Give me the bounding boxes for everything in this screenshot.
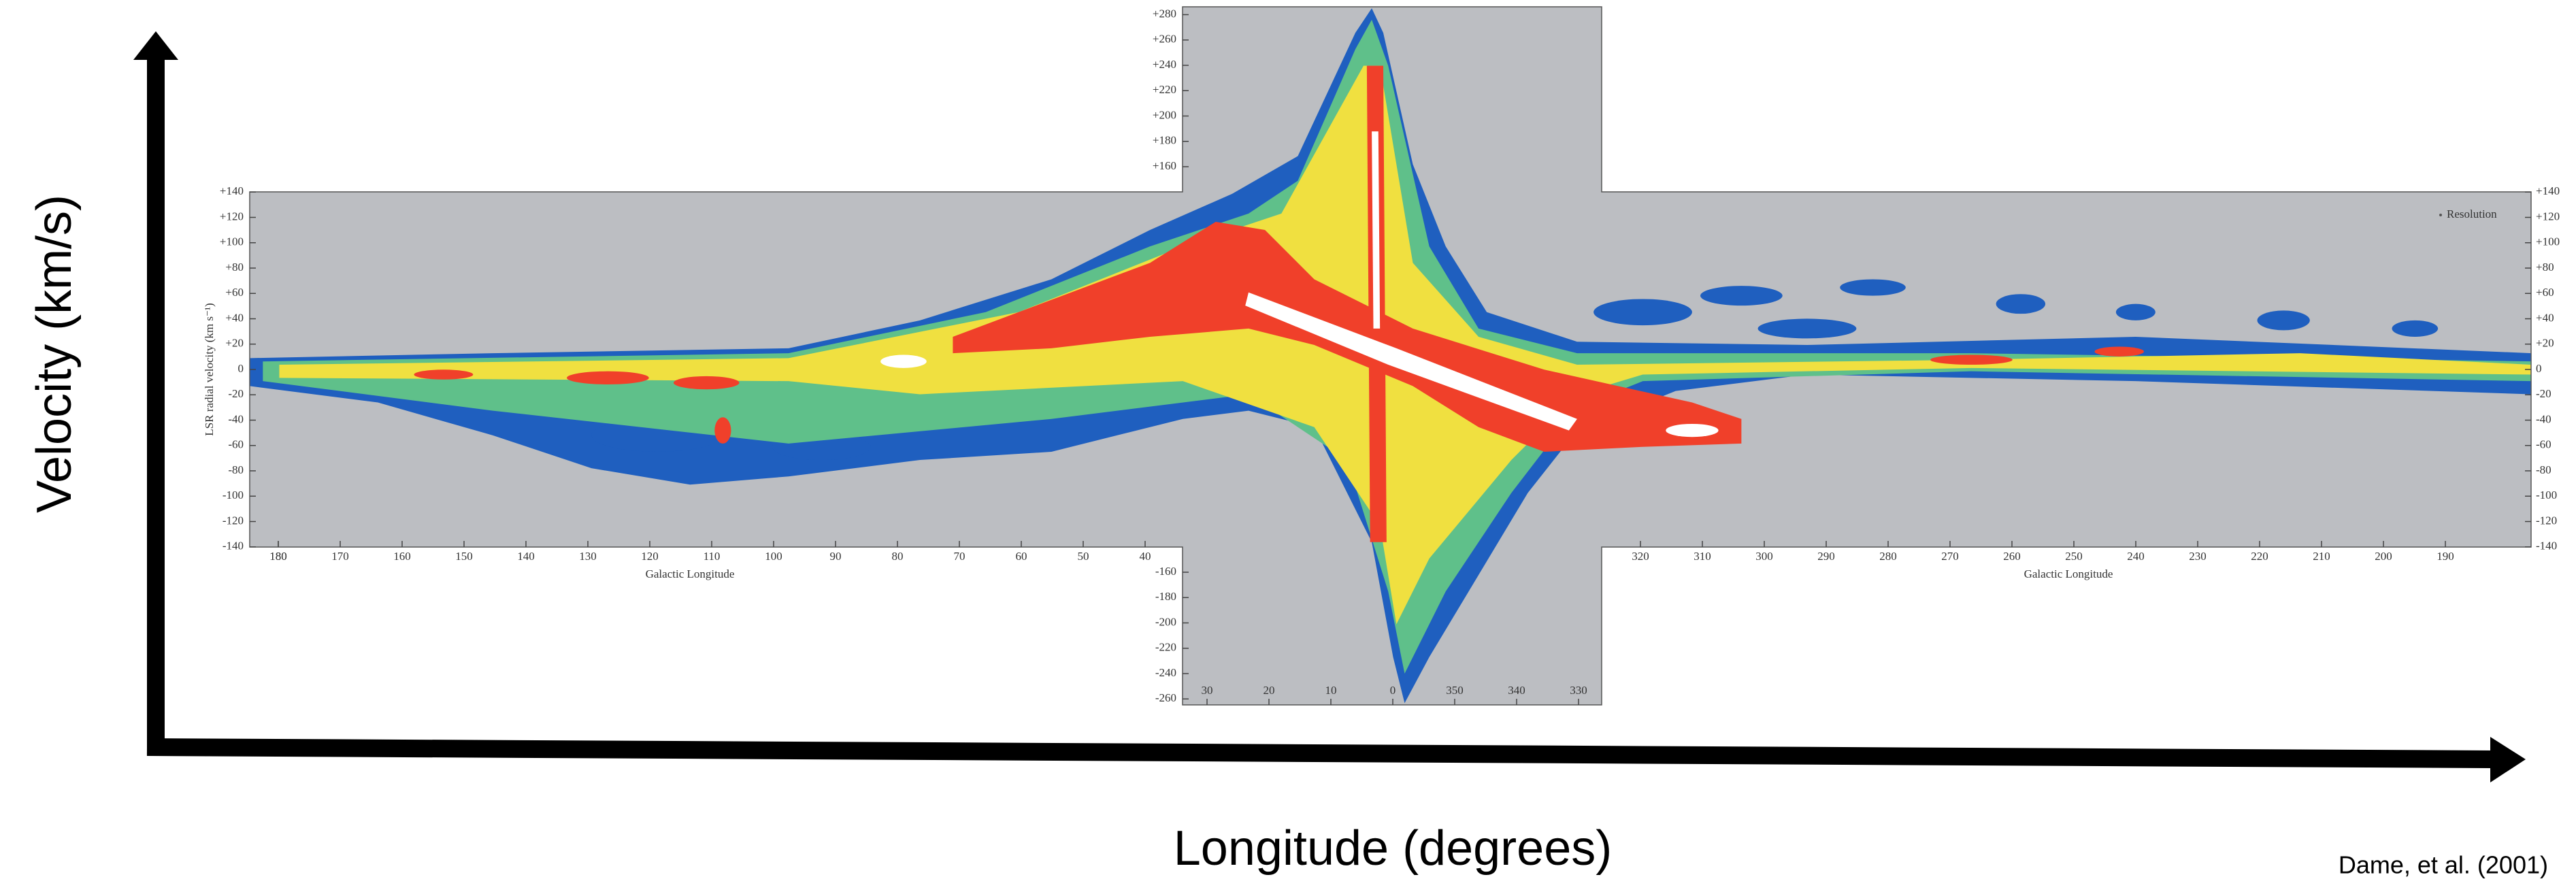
- x-tick-label: 120: [641, 550, 659, 563]
- legend-label: Resolution: [2447, 208, 2497, 220]
- x-tick-label: 320: [1632, 550, 1649, 563]
- x-tick-label: 20: [1264, 684, 1275, 697]
- x-tick-label: 260: [2003, 550, 2021, 563]
- emission-map: [250, 8, 2531, 704]
- x-tick-label: 170: [331, 550, 349, 563]
- x-tick-label: 200: [2375, 550, 2392, 563]
- y-arrowhead: [133, 31, 178, 60]
- ticks: +140+120+100+80+60+40+200-20-40-60-80-10…: [220, 7, 2560, 705]
- x-axis-label: Longitude (degrees): [1174, 821, 1612, 876]
- y-tick-label: -100: [2536, 489, 2557, 501]
- x-tick-label: 330: [1570, 684, 1587, 697]
- x-tick-label: 290: [1817, 550, 1835, 563]
- panel-y-title: LSR radial velocity (km s⁻¹): [203, 303, 216, 435]
- y-tick-label: 0: [238, 362, 244, 375]
- panel-x-title: Galactic Longitude: [2024, 567, 2113, 580]
- x-tick-label: 30: [1202, 684, 1213, 697]
- x-tick-label: 250: [2065, 550, 2083, 563]
- y-tick-label: +20: [225, 337, 244, 350]
- y-tick-label: +80: [225, 261, 244, 274]
- y-axis-label: Velocity (km/s): [27, 195, 82, 513]
- y-tick-label: +100: [2536, 235, 2560, 248]
- y-tick-label: -160: [1155, 565, 1176, 578]
- y-tick-label: -220: [1155, 641, 1176, 654]
- credit: Dame, et al. (2001): [2339, 851, 2548, 879]
- x-tick-label: 210: [2313, 550, 2330, 563]
- x-tick-label: 350: [1446, 684, 1464, 697]
- x-tick-label: 190: [2437, 550, 2454, 563]
- x-tick-label: 340: [1508, 684, 1525, 697]
- axes-arrows: [133, 31, 2526, 782]
- x-tick-label: 10: [1325, 684, 1337, 697]
- y-tick-label: -20: [2536, 387, 2552, 400]
- x-tick-label: 0: [1390, 684, 1396, 697]
- x-tick-label: 160: [393, 550, 411, 563]
- y-tick-label: +220: [1153, 83, 1176, 96]
- y-tick-label: +120: [220, 210, 244, 222]
- y-tick-label: +120: [2536, 210, 2560, 222]
- x-tick-label: 240: [2127, 550, 2145, 563]
- y-tick-label: +200: [1153, 108, 1176, 121]
- x-tick-label: 50: [1078, 550, 1089, 563]
- x-tick-label: 220: [2251, 550, 2268, 563]
- y-tick-label: -60: [2536, 438, 2552, 451]
- y-tick-label: -80: [228, 463, 244, 476]
- x-tick-label: 180: [269, 550, 287, 563]
- x-tick-label: 180: [269, 550, 287, 563]
- y-tick-label: -40: [228, 412, 244, 425]
- y-tick-label: -140: [2536, 540, 2557, 552]
- y-tick-label: -240: [1155, 666, 1176, 679]
- legend-marker: [2439, 214, 2442, 216]
- y-tick-label: -260: [1155, 691, 1176, 704]
- x-tick-label: 70: [954, 550, 965, 563]
- x-tick-label: 60: [1016, 550, 1027, 563]
- y-tick-label: +180: [1153, 134, 1176, 147]
- y-tick-label: +160: [1153, 159, 1176, 172]
- y-tick-label: -120: [222, 514, 244, 527]
- x-tick-label: 130: [579, 550, 597, 563]
- y-tick-label: -20: [228, 387, 244, 400]
- y-tick-label: 0: [2536, 362, 2542, 375]
- x-tick-label: 110: [704, 550, 721, 563]
- x-tick-label: 40: [1140, 550, 1151, 563]
- y-tick-label: +40: [225, 311, 244, 324]
- x-tick-label: 270: [1941, 550, 1959, 563]
- y-tick-label: -180: [1155, 590, 1176, 603]
- x-tick-label: 150: [455, 550, 473, 563]
- x-tick-label: 300: [1755, 550, 1773, 563]
- y-tick-label: +140: [220, 184, 244, 197]
- y-tick-label: +60: [225, 286, 244, 299]
- emission-peak: [880, 131, 1719, 437]
- panel-x-title: Galactic Longitude: [646, 567, 735, 580]
- y-tick-label: -100: [222, 489, 244, 501]
- y-tick-label: -40: [2536, 412, 2552, 425]
- y-tick-label: +40: [2536, 311, 2554, 324]
- x-tick-label: 80: [892, 550, 904, 563]
- y-tick-label: -200: [1155, 615, 1176, 628]
- x-tick-label: 230: [2189, 550, 2207, 563]
- y-tick-label: -140: [222, 540, 244, 552]
- y-tick-label: -60: [228, 438, 244, 451]
- x-tick-label: 310: [1694, 550, 1711, 563]
- y-tick-label: -120: [2536, 514, 2557, 527]
- y-tick-label: -80: [2536, 463, 2552, 476]
- x-tick-label: 100: [765, 550, 782, 563]
- y-tick-label: +20: [2536, 337, 2554, 350]
- y-tick-label: +140: [2536, 184, 2560, 197]
- y-tick-label: +280: [1153, 7, 1176, 20]
- x-arrow: [146, 738, 2494, 768]
- y-tick-label: +60: [2536, 286, 2554, 299]
- x-tick-label: 90: [830, 550, 842, 563]
- y-tick-label: +80: [2536, 261, 2554, 274]
- x-arrowhead: [2490, 737, 2526, 782]
- y-tick-label: +240: [1153, 58, 1176, 71]
- x-tick-label: 280: [1879, 550, 1897, 563]
- x-tick-label: 140: [517, 550, 535, 563]
- y-tick-label: +260: [1153, 33, 1176, 46]
- y-tick-label: +100: [220, 235, 244, 248]
